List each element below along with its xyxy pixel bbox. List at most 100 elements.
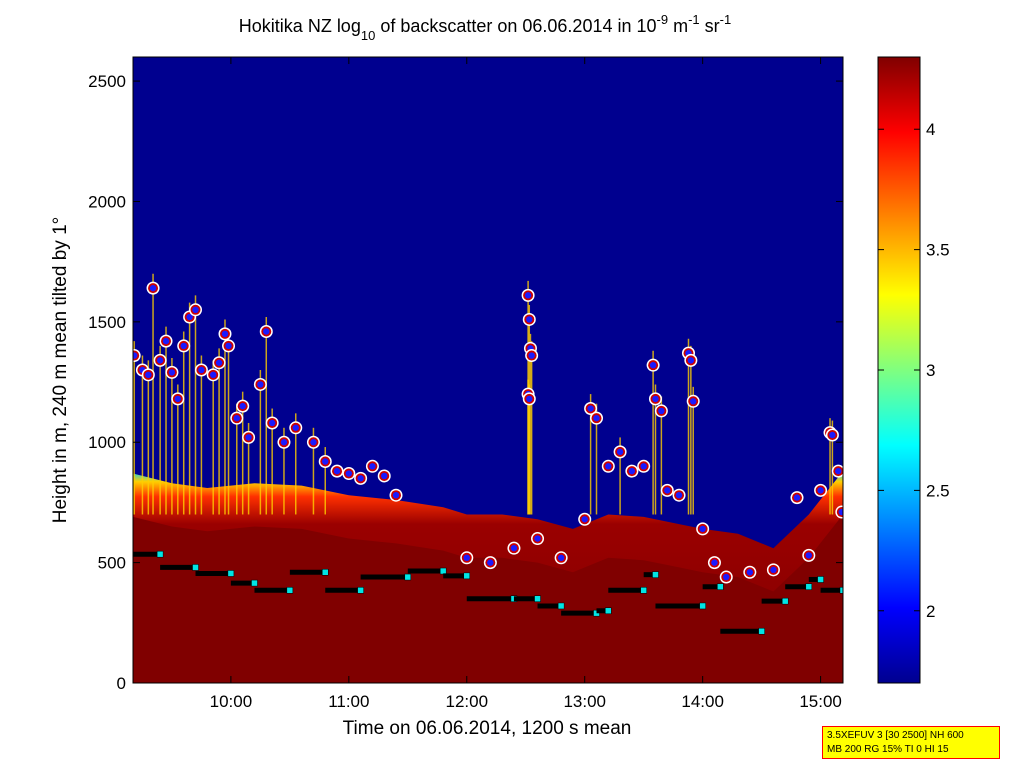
cloud-marker [357, 475, 364, 482]
cloud-marker [699, 525, 706, 533]
cloud-marker [652, 395, 659, 403]
y-tick-label: 2500 [88, 72, 126, 91]
cloud-marker [225, 342, 232, 350]
title-sub: 10 [361, 28, 375, 43]
cloud-marker [133, 352, 138, 359]
plot-frame [132, 56, 844, 684]
y-tick-label: 500 [98, 554, 126, 573]
step-marker [156, 550, 164, 558]
chart-title: Hokitika NZ log10 of backscatter on 06.0… [239, 12, 731, 43]
x-tick-label: 12:00 [445, 692, 488, 711]
cloud-marker [524, 292, 532, 299]
cloud-marker [392, 492, 400, 499]
cloud-marker [192, 306, 199, 314]
cloud-marker [510, 544, 518, 552]
y-tick-label: 1000 [88, 433, 126, 452]
cloud-marker [526, 395, 533, 403]
cloud-marker [711, 559, 718, 566]
cloud-marker [746, 569, 754, 576]
y-tick-label: 0 [117, 674, 126, 693]
x-tick-label: 11:00 [328, 692, 369, 711]
step-marker [404, 573, 412, 581]
cloud-marker [280, 439, 288, 446]
step-marker [192, 564, 199, 571]
cloud-marker [526, 316, 533, 323]
cloud-marker [221, 330, 229, 338]
cloud-marker [292, 424, 299, 431]
cloud-marker [581, 516, 588, 523]
colorbar-ticks: 2 2.5 3 3.5 4 [878, 120, 950, 621]
cloud-base-markers [133, 281, 843, 584]
cloud-marker [209, 371, 217, 379]
y-axis: 0 500 1000 1500 2000 2500 [88, 72, 843, 693]
cloud-marker [174, 395, 182, 403]
y-axis-label: Height in m, 240 m mean tilted by 1° [50, 217, 71, 523]
plot-area [133, 57, 843, 683]
step-marker [781, 597, 789, 605]
cloud-marker [528, 352, 535, 359]
cloud-marker [263, 328, 270, 335]
step-marker [805, 583, 813, 590]
cloud-marker [835, 467, 842, 475]
cloud-marker [180, 342, 187, 350]
step-marker [439, 567, 447, 575]
cloud-marker [723, 573, 730, 581]
cloud-marker [198, 366, 205, 374]
step-marker [605, 607, 612, 615]
x-tick-label: 15:00 [799, 692, 842, 711]
cloud-marker [640, 463, 647, 470]
cloud-marker [649, 361, 657, 369]
cloud-marker [322, 458, 329, 465]
cloud-marker [186, 313, 193, 321]
step-marker [534, 595, 541, 602]
x-axis-label: Time on 06.06.2014, 1200 s mean [343, 718, 632, 739]
cloud-marker [605, 463, 612, 470]
cloud-marker [463, 554, 470, 561]
y-tick-label: 2000 [88, 192, 126, 211]
colorbar-tick-label: 4 [926, 120, 935, 139]
cloud-marker [593, 414, 600, 422]
cloud-marker [557, 554, 565, 561]
cloud-marker [616, 448, 624, 456]
step-marker [321, 568, 329, 576]
cloud-marker [168, 369, 176, 376]
cloud-marker [690, 398, 697, 405]
cloud-marker [838, 508, 843, 516]
title-sup1: -9 [657, 12, 669, 27]
cloud-marker [793, 494, 801, 501]
cloud-marker [310, 439, 317, 446]
cloud-marker [268, 419, 276, 427]
colorbar-tick-label: 3.5 [926, 241, 950, 260]
cloud-marker [257, 381, 264, 388]
title-mid2: m [668, 16, 688, 36]
cloud-marker [215, 359, 223, 366]
colorbar-gradient [877, 56, 921, 684]
x-tick-label: 10:00 [210, 692, 253, 711]
step-marker [640, 587, 647, 594]
cloud-marker [145, 371, 152, 379]
step-marker [758, 627, 765, 635]
cloud-marker [162, 337, 170, 345]
cloud-marker [245, 434, 252, 441]
colorbar-tick-label: 2 [926, 602, 935, 621]
colorbar-tick-label: 3 [926, 361, 935, 380]
colorbar: 2 2.5 3 3.5 4 [877, 56, 950, 684]
cloud-marker [369, 463, 376, 470]
step-marker [251, 579, 258, 587]
cloud-marker [487, 559, 494, 566]
cloud-marker [658, 407, 665, 415]
cloud-marker [345, 470, 353, 477]
step-marker [557, 602, 565, 610]
y-tick-label: 1500 [88, 313, 126, 332]
info-line-2: MB 200 RG 15% TI 0 HI 15 [827, 744, 949, 755]
cloud-marker [675, 492, 683, 499]
x-tick-label: 14:00 [681, 692, 724, 711]
x-axis: 10:00 11:00 12:00 13:00 14:00 15:00 [210, 57, 842, 711]
cloud-marker [805, 552, 812, 559]
title-sup3: -1 [720, 12, 732, 27]
step-marker [717, 583, 724, 590]
cloud-marker [817, 487, 824, 494]
cloud-marker [156, 357, 164, 364]
cloud-marker [239, 402, 246, 410]
step-marker [839, 587, 843, 594]
